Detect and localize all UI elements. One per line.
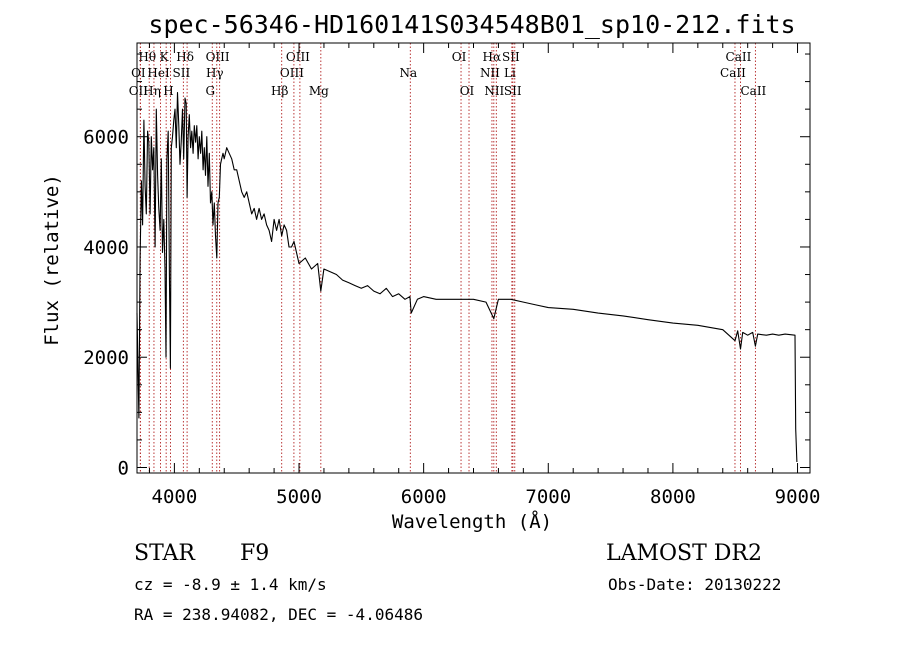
line-marker-label: SII: [502, 50, 520, 64]
line-marker-label: Hγ: [206, 66, 224, 80]
line-marker-label: OIII: [286, 50, 310, 64]
line-marker-label: CaII: [726, 50, 752, 64]
line-marker-label: OIII: [280, 66, 304, 80]
x-tick-label: 7000: [525, 486, 571, 508]
line-marker-label: NII: [484, 84, 504, 98]
object-type: STAR: [134, 541, 196, 566]
line-marker-label: Hη: [143, 84, 161, 98]
chart-title: spec-56346-HD160141S034548B01_sp10-212.f…: [148, 10, 795, 39]
plot-frame: [136, 42, 811, 474]
line-marker-label: Hθ: [138, 50, 156, 64]
line-marker-label: NII: [480, 66, 500, 80]
line-marker-label: SII: [504, 84, 522, 98]
line-marker-label: K: [160, 50, 170, 64]
coordinates-readout: RA = 238.94082, DEC = -4.06486: [134, 605, 423, 624]
line-marker-label: Na: [399, 66, 417, 80]
line-marker-label: CaII: [740, 84, 766, 98]
line-marker-label: G: [205, 84, 215, 98]
x-tick-label: 4000: [152, 486, 198, 508]
line-marker-label: OIII: [206, 50, 230, 64]
x-axis-label: Wavelength (Å): [392, 510, 552, 533]
y-axis-label: Flux (relative): [41, 174, 63, 346]
line-marker-label: H: [163, 84, 173, 98]
line-marker-label: Hβ: [271, 84, 288, 98]
observation-date: Obs-Date: 20130222: [608, 575, 781, 594]
spectral-subclass: F9: [240, 541, 269, 566]
survey-name: LAMOST DR2: [606, 541, 762, 566]
line-marker-label: OI: [452, 50, 467, 64]
redshift-readout: cz = -8.9 ± 1.4 km/s: [134, 575, 327, 594]
y-tick-label: 0: [118, 457, 129, 479]
line-marker-label: Hδ: [176, 50, 194, 64]
y-tick-label: 6000: [83, 127, 129, 149]
line-marker-label: CaII: [720, 66, 746, 80]
line-marker-label: Mg: [309, 84, 329, 98]
spectrum-series-group: [136, 92, 798, 463]
x-tick-label: 9000: [775, 486, 821, 508]
x-tick-label: 5000: [276, 486, 322, 508]
line-marker-label: OI: [460, 84, 475, 98]
spectrum-line: [136, 92, 798, 463]
line-marker-label: SII: [173, 66, 191, 80]
line-marker-label: HeI: [147, 66, 170, 80]
line-marker-label: OI: [131, 66, 146, 80]
x-tick-label: 6000: [401, 486, 447, 508]
axis-ticks: 4000 5000 6000 7000 8000 9000 0 2000 4000 6000: [83, 43, 820, 508]
line-marker-label: Li: [504, 66, 516, 80]
line-marker-label: OII: [129, 84, 149, 98]
y-tick-label: 2000: [83, 347, 129, 369]
x-tick-label: 8000: [650, 486, 696, 508]
y-tick-label: 4000: [83, 237, 129, 259]
